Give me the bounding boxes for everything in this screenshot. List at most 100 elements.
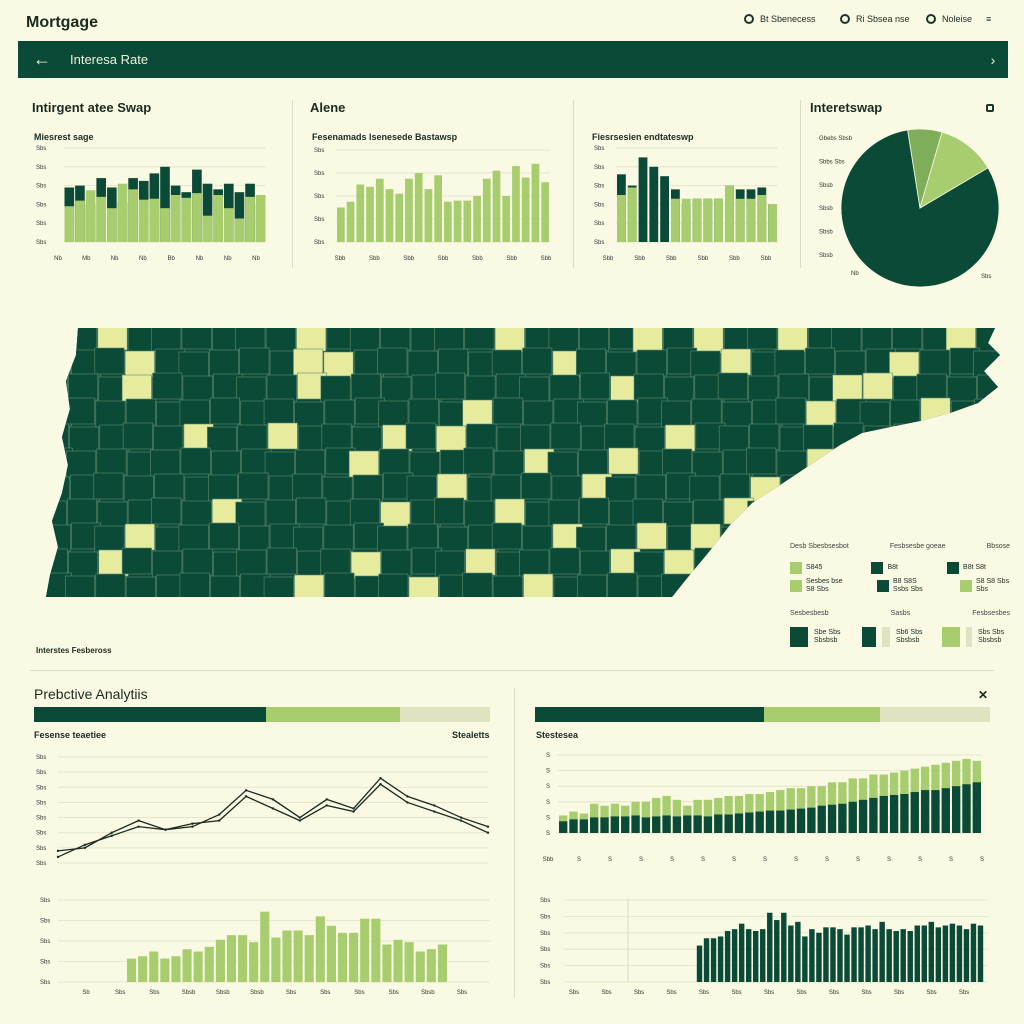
x-tick-label: Sbs [861, 990, 871, 996]
county [154, 473, 185, 501]
arrow-left-icon[interactable]: ← [33, 49, 51, 69]
county [918, 474, 949, 502]
legend-item[interactable]: B8t [871, 562, 898, 574]
legend-item[interactable]: Sesbes bse S8 Sbs [790, 578, 848, 594]
county [805, 347, 836, 375]
legend-header-6: Fesbsesbes [972, 610, 1010, 617]
legend-item[interactable]: Sb6 Sbs Sbsbsb [862, 627, 930, 647]
county-map[interactable] [40, 325, 1005, 600]
data-point [459, 819, 463, 822]
globe-icon [744, 14, 754, 24]
bar [171, 956, 181, 982]
bar [768, 204, 777, 242]
bar [683, 815, 692, 833]
county [46, 476, 70, 504]
county [150, 449, 181, 477]
county [435, 550, 466, 578]
county [320, 375, 351, 403]
bar [249, 942, 259, 982]
county [408, 398, 439, 426]
y-tick-label: S [546, 769, 550, 775]
bar [405, 178, 413, 242]
county [68, 551, 99, 579]
legend-item[interactable]: B8 S8S Ssbs Sbs [877, 578, 931, 594]
county [266, 374, 297, 402]
y-tick-label: Sbs [36, 846, 46, 852]
close-x-icon[interactable]: ✕ [978, 688, 989, 702]
county [96, 448, 127, 476]
lock-icon[interactable] [986, 104, 994, 112]
x-tick-label: Sbsb [182, 990, 196, 996]
legend-item[interactable]: Sbe Sbs Sbsbsb [790, 627, 850, 647]
county [94, 525, 125, 553]
legend-swatch [871, 562, 884, 574]
x-tick-label: S [577, 857, 581, 863]
bar [977, 925, 984, 982]
bar [703, 938, 710, 982]
county [834, 475, 865, 503]
county [263, 576, 294, 597]
x-tick-label: Sbs [981, 274, 991, 280]
legend-item[interactable]: S8 S8 Sbs Sbs [960, 578, 1010, 594]
county [778, 373, 809, 401]
bar [869, 797, 878, 833]
legend-item[interactable]: S845 [790, 562, 822, 574]
county [407, 350, 438, 378]
bar [641, 801, 651, 833]
x-tick-label: Sbs [829, 990, 839, 996]
bar [213, 195, 223, 242]
bar [858, 927, 864, 982]
top-action-1[interactable]: Bt Sbenecess [744, 14, 816, 24]
info-icon [926, 14, 936, 24]
data-point [137, 825, 140, 828]
chevron-right-icon[interactable]: › [990, 51, 996, 68]
x-tick-label: Sb [82, 990, 90, 996]
bar [160, 166, 170, 242]
county [123, 475, 154, 503]
county [323, 351, 354, 379]
county [919, 349, 950, 377]
bar [434, 175, 442, 242]
y-tick-label: Sbs [36, 770, 46, 776]
county [665, 424, 696, 452]
bar [202, 215, 213, 242]
top-action-3[interactable]: Noleise ≡ [926, 14, 991, 24]
bar [879, 921, 885, 982]
bar [963, 929, 970, 982]
x-tick-label: Nb [54, 256, 62, 262]
y-tick-label: Sbs [36, 816, 46, 822]
county [68, 373, 99, 401]
county [124, 523, 155, 551]
y-tick-label: Sbsb [819, 253, 833, 259]
legend-text: Sbs Sbs Sbsbsb [978, 629, 1005, 644]
county [606, 351, 637, 379]
bar [502, 196, 511, 242]
bar [234, 218, 245, 242]
county [720, 348, 751, 376]
county [894, 423, 925, 451]
top-action-3-label: Noleise [942, 14, 973, 24]
bar [858, 799, 868, 833]
county [237, 424, 268, 452]
left-chart-label: Fesense teaetiee [34, 730, 107, 740]
county [264, 451, 295, 479]
bar [204, 946, 214, 982]
county [265, 499, 296, 527]
bar [453, 200, 462, 242]
x-tick-label: Sbs [601, 990, 611, 996]
legend-item[interactable]: Sbs Sbs Sbsbsb [942, 627, 1010, 647]
bar [900, 794, 909, 833]
county [607, 399, 638, 427]
bar [360, 918, 370, 982]
county [890, 399, 921, 427]
bar [482, 178, 491, 242]
bar [346, 201, 355, 242]
menu-icon[interactable]: ≡ [986, 14, 992, 24]
legend-item[interactable]: B8t S8t [947, 562, 986, 574]
county [490, 474, 521, 502]
bar [404, 942, 414, 982]
bar [234, 192, 245, 242]
x-tick-label: Sbs [320, 990, 330, 996]
top-action-2[interactable]: Ri Sbsea nse [840, 14, 910, 24]
y-tick-label: Sbs [40, 980, 50, 986]
